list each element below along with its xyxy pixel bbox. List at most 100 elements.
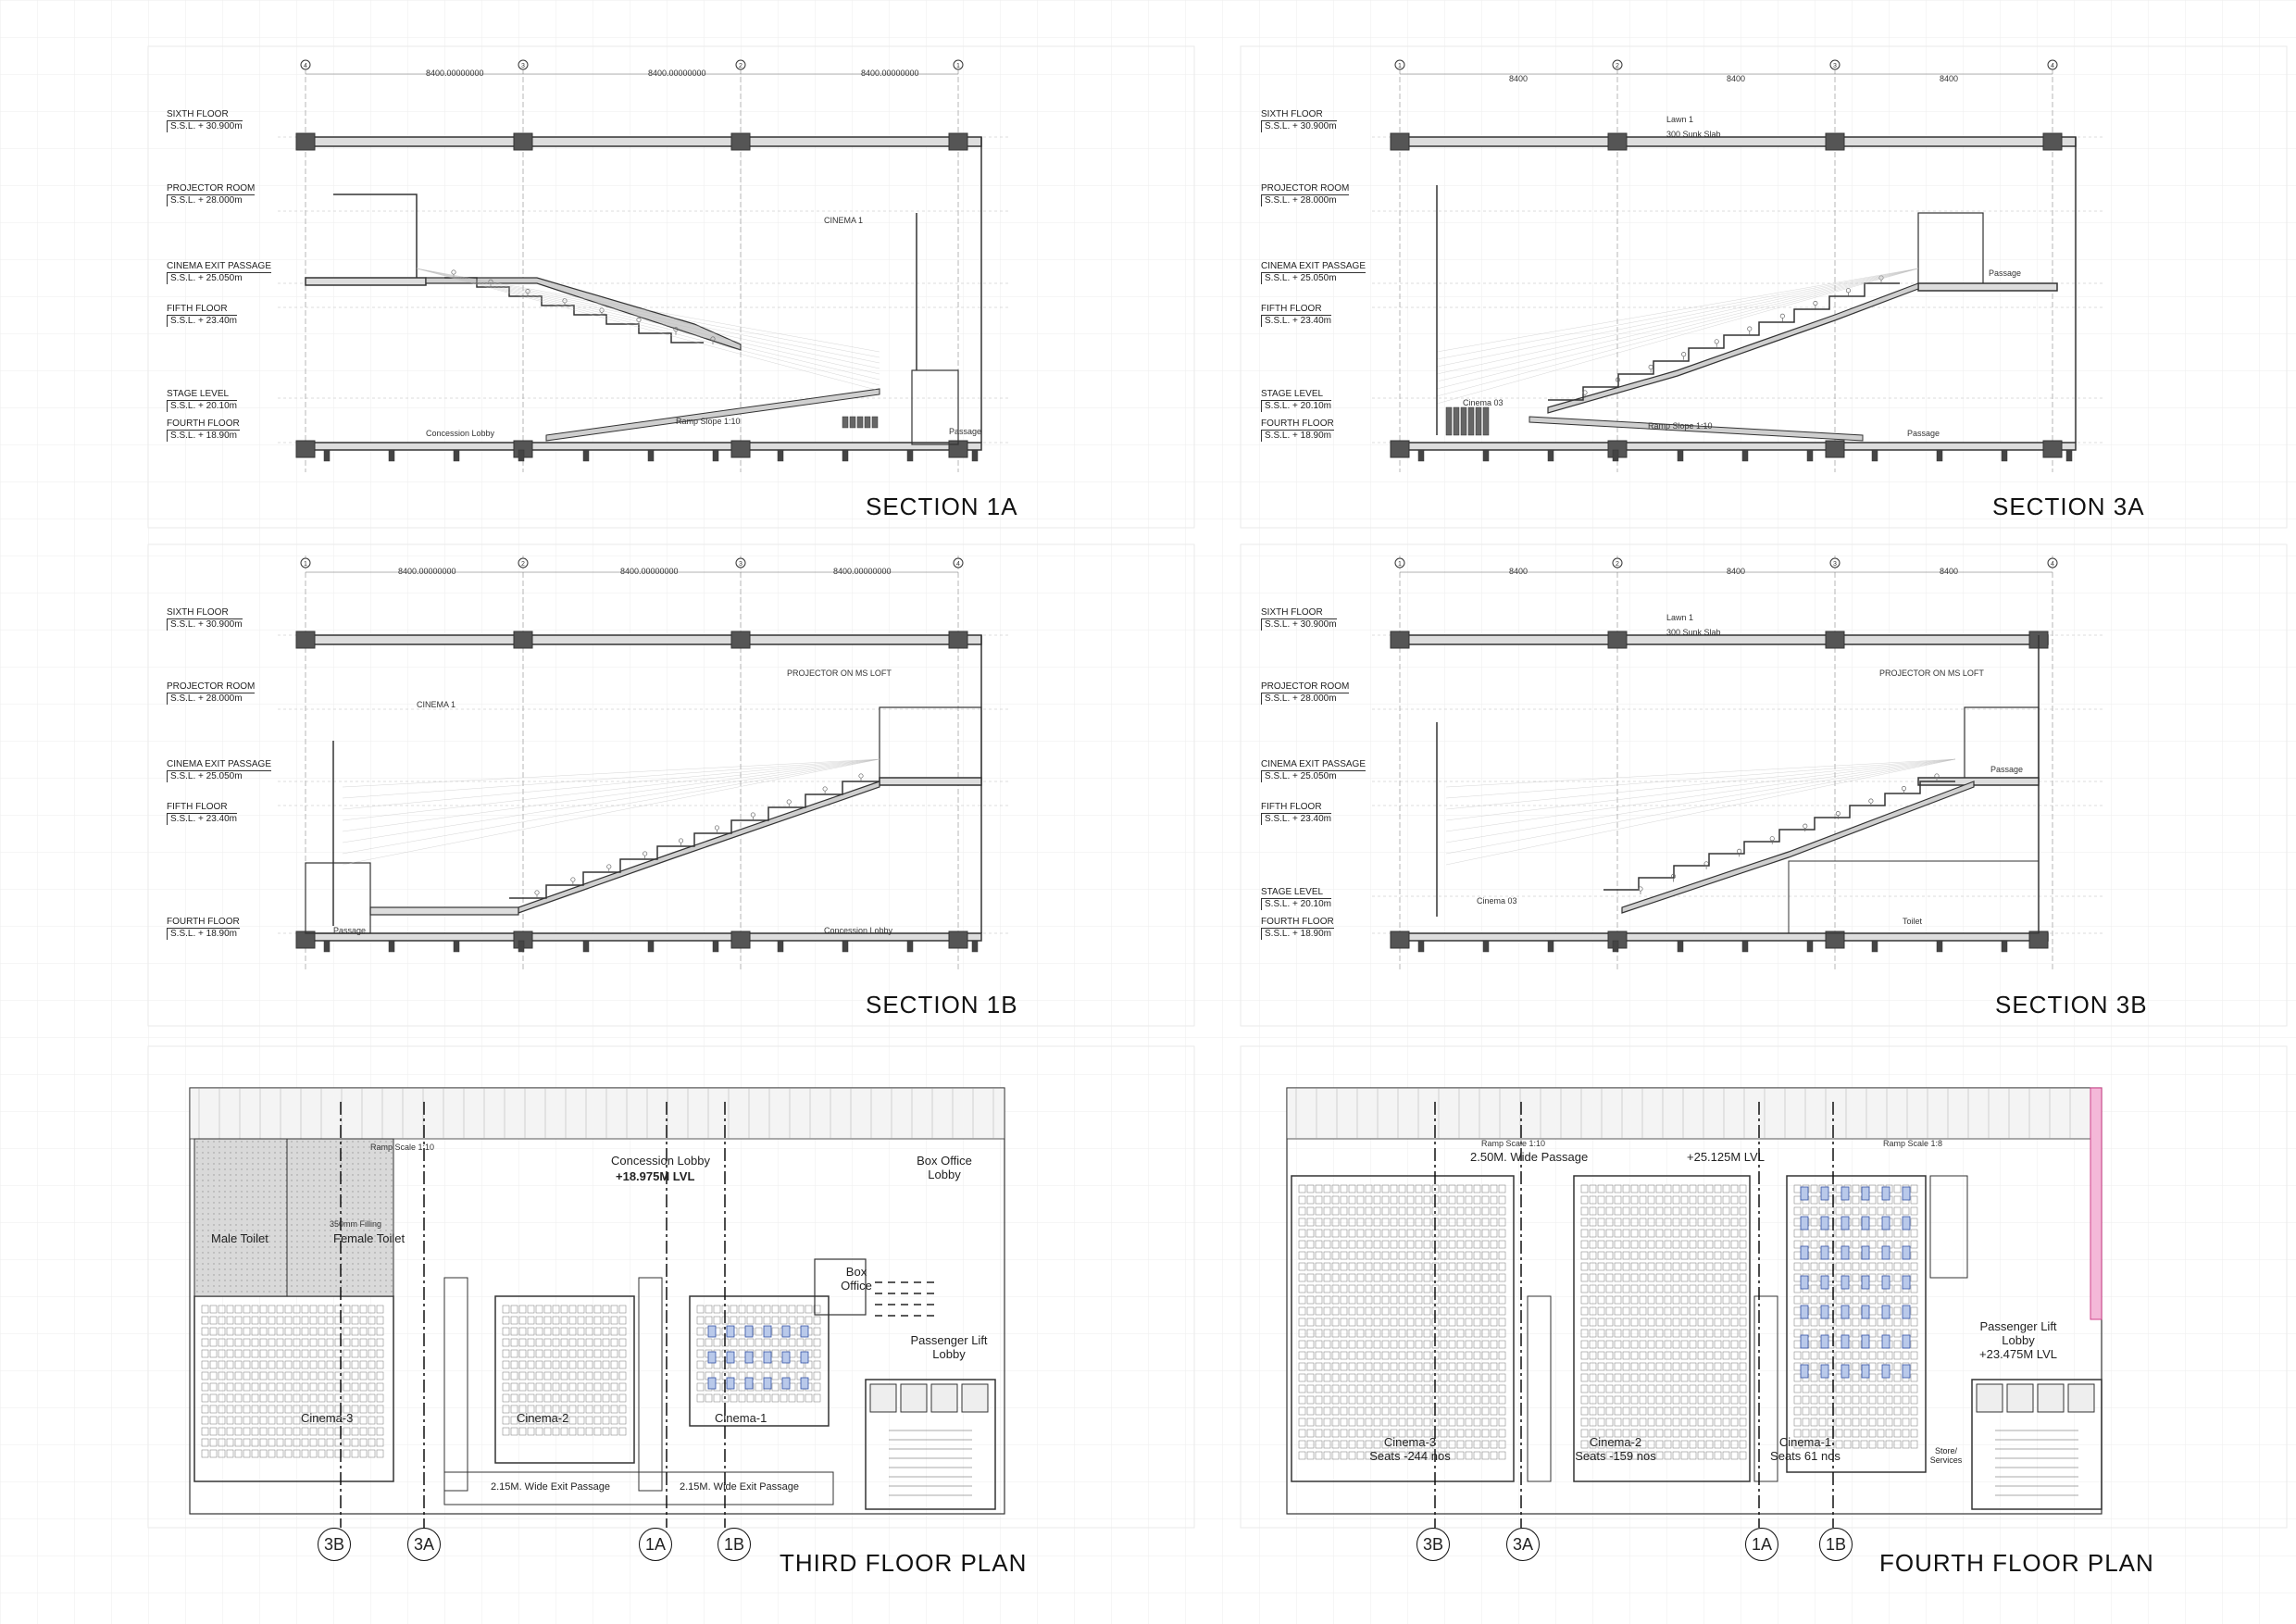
seat [1655,1295,1664,1305]
seat [1348,1395,1356,1405]
seat [1306,1351,1315,1360]
seat [326,1338,334,1347]
seat [1589,1318,1597,1327]
seat [1331,1284,1340,1293]
seat [1705,1218,1714,1227]
seat [568,1349,577,1358]
seat [1381,1351,1390,1360]
column [2028,931,2049,949]
seat [813,1338,821,1347]
seat [1910,1329,1918,1338]
seat [1456,1340,1465,1349]
seat [1639,1318,1647,1327]
seat [1490,1251,1498,1260]
cinema-wall [689,1295,830,1427]
seat [343,1382,351,1392]
seat [1722,1229,1730,1238]
seat [1440,1218,1448,1227]
seat [243,1360,251,1369]
seat [1680,1251,1689,1260]
seat [1639,1240,1647,1249]
seat [1398,1229,1406,1238]
seat [1323,1195,1331,1205]
seat [1639,1206,1647,1216]
seat [1456,1218,1465,1227]
seat [1306,1362,1315,1371]
seat [1705,1306,1714,1316]
seat [318,1371,326,1380]
seat [1714,1451,1722,1460]
seat [1672,1206,1680,1216]
seat [813,1393,821,1403]
seat [510,1360,518,1369]
sight-line [1436,268,1919,368]
seat [334,1438,343,1447]
seat [1697,1195,1705,1205]
seat [1722,1451,1730,1460]
seat [1440,1351,1448,1360]
seat [1589,1295,1597,1305]
seat [1348,1384,1356,1393]
seat [1714,1395,1722,1405]
seat [502,1349,510,1358]
seat [1589,1262,1597,1271]
seat [1722,1284,1730,1293]
recliner-seat [1881,1216,1890,1230]
seat [301,1327,309,1336]
seat [1647,1206,1655,1216]
seat [788,1360,796,1369]
seat [1415,1184,1423,1193]
seat [359,1316,368,1325]
seat [1473,1318,1481,1327]
seat [1356,1351,1365,1360]
seat [593,1416,602,1425]
seat [1340,1340,1348,1349]
seat [209,1349,218,1358]
recliner-seat [1800,1186,1809,1201]
seat [1705,1195,1714,1205]
seat [251,1416,259,1425]
seat [1406,1451,1415,1460]
seat [1714,1295,1722,1305]
seat [1490,1429,1498,1438]
seat [1605,1440,1614,1449]
seat [1793,1406,1802,1416]
seat [1630,1240,1639,1249]
seat [1647,1351,1655,1360]
seat [1465,1395,1473,1405]
sight-line [1436,268,1919,390]
room-cinema-1: Cinema-1 Seats 61 nos [1770,1435,1841,1463]
seat [1340,1195,1348,1205]
seat [1306,1373,1315,1382]
pile [1806,940,1814,953]
seat [1440,1384,1448,1393]
seat [1490,1273,1498,1282]
seat [593,1382,602,1392]
seat [1818,1206,1827,1216]
seat [1818,1395,1827,1405]
seat [730,1305,738,1314]
seat [1331,1262,1340,1271]
seat [1373,1218,1381,1227]
seat [1902,1406,1910,1416]
seat [1423,1284,1431,1293]
seat [1630,1229,1639,1238]
seat [1589,1229,1597,1238]
seat [1365,1229,1373,1238]
seat [1818,1406,1827,1416]
seat [1614,1306,1622,1316]
seat [1465,1318,1473,1327]
seat [1456,1284,1465,1293]
seat [1331,1195,1340,1205]
seat [1680,1384,1689,1393]
fourth-floor-plan-title: FOURTH FLOOR PLAN [1879,1549,2154,1577]
seat [730,1316,738,1325]
seat [1473,1373,1481,1382]
seat [293,1349,301,1358]
seat [1705,1329,1714,1338]
seat [276,1449,284,1458]
seat [1373,1373,1381,1382]
seat [1802,1395,1810,1405]
seat [527,1305,535,1314]
